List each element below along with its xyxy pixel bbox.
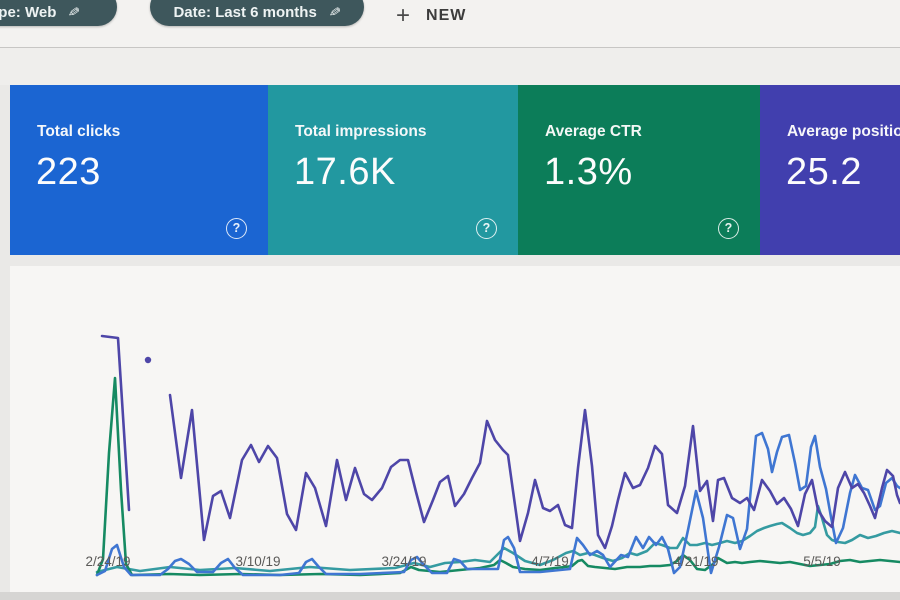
performance-chart-card: 2/24/19 3/10/19 3/24/19 4/7/19 4/21/19 5/5/19 — [10, 266, 900, 592]
screen-bottom-edge — [0, 592, 900, 600]
metric-value: 1.3% — [544, 151, 633, 193]
help-icon[interactable]: ? — [476, 218, 497, 239]
metric-label: Total impressions — [295, 123, 427, 140]
edit-icon: ✎ — [67, 2, 82, 21]
metric-value: 17.6K — [294, 151, 396, 193]
filter-toolbar: Type: Web ✎ Date: Last 6 months ✎ + NEW — [0, 0, 900, 48]
series-line-position — [168, 393, 900, 550]
metric-value: 25.2 — [786, 151, 862, 193]
series-line-ctr — [95, 376, 900, 577]
metric-card-total-impressions[interactable]: Total impressions 17.6K ? — [268, 85, 518, 255]
metric-card-total-clicks[interactable]: Total clicks 223 ? — [10, 85, 268, 255]
page-background — [0, 48, 900, 85]
metric-label: Total clicks — [37, 123, 121, 140]
metric-label: Average CTR — [545, 123, 642, 140]
edit-icon: ✎ — [327, 2, 342, 21]
series-point-position — [144, 356, 152, 364]
metric-cards-row: Total clicks 223 ? Total impressions 17.… — [10, 85, 900, 255]
help-icon[interactable]: ? — [718, 218, 739, 239]
metric-value: 223 — [36, 151, 101, 193]
filter-chip-type[interactable]: Type: Web ✎ — [0, 0, 117, 26]
series-line-position — [100, 334, 131, 512]
filter-chip-date-label: Date: Last 6 months — [173, 3, 317, 21]
new-filter-button[interactable]: + NEW — [390, 1, 472, 31]
performance-report: Total clicks 223 ? Total impressions 17.… — [0, 48, 900, 600]
series-line-clicks — [95, 431, 900, 577]
filter-chip-type-label: Type: Web — [0, 3, 57, 21]
metric-card-average-ctr[interactable]: Average CTR 1.3% ? — [518, 85, 760, 255]
filter-chip-date[interactable]: Date: Last 6 months ✎ — [150, 0, 364, 26]
toolbar-divider — [0, 47, 900, 48]
performance-line-chart — [95, 334, 900, 577]
metric-card-average-position[interactable]: Average position 25.2 ? — [760, 85, 900, 255]
new-filter-label: NEW — [426, 7, 467, 24]
metric-label: Average position — [787, 123, 900, 140]
plus-icon: + — [396, 2, 411, 29]
help-icon[interactable]: ? — [226, 218, 247, 239]
